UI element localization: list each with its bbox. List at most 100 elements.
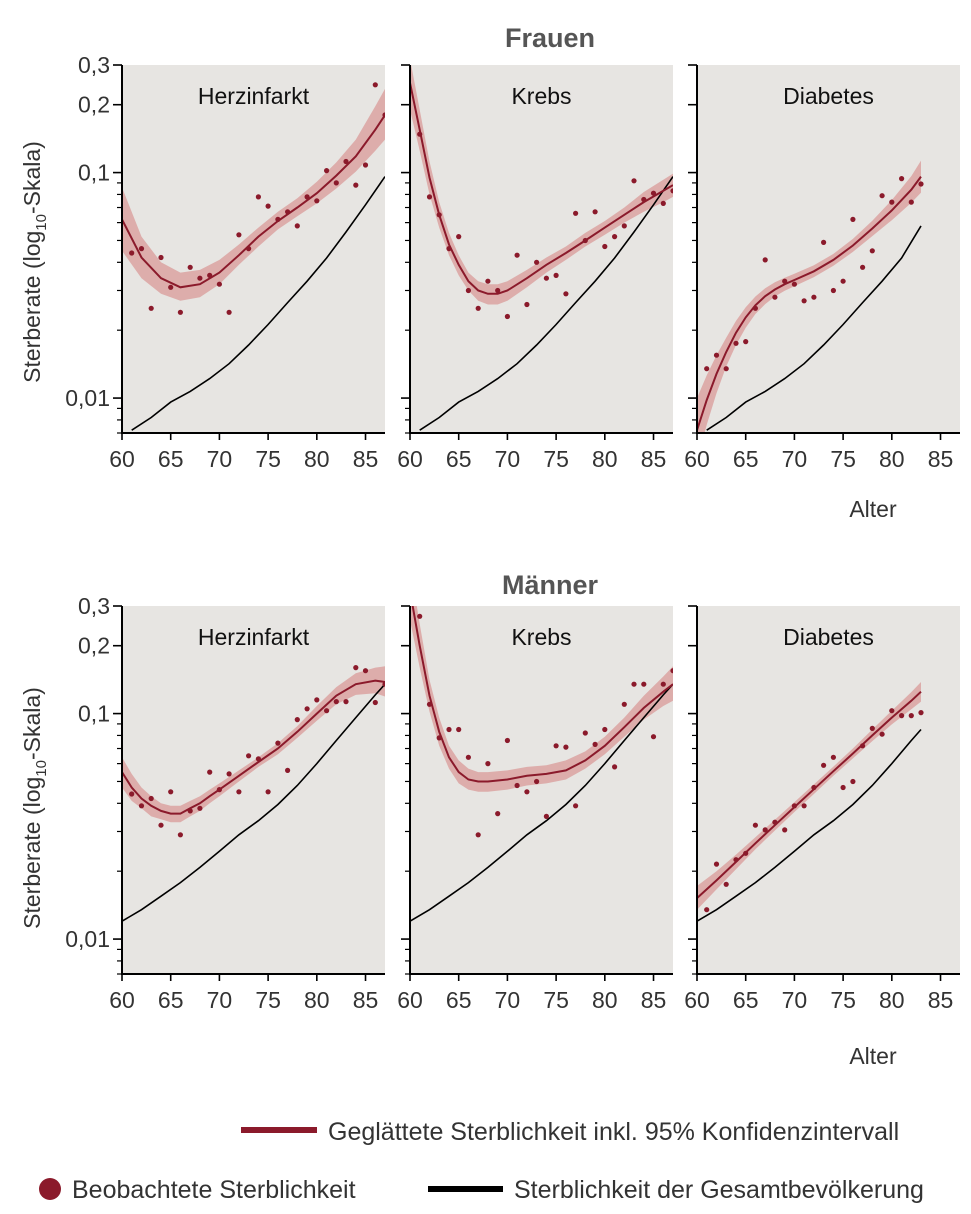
observed-point xyxy=(294,223,300,229)
x-axis-label-frauen: Alter xyxy=(849,496,897,522)
y-tick-label: 0,2 xyxy=(78,92,110,118)
observed-point xyxy=(216,787,222,793)
observed-point xyxy=(723,366,729,372)
observed-point xyxy=(275,740,281,746)
x-tick-label: 85 xyxy=(928,987,954,1013)
panel-frauen-krebs: 60 65 70 75 80 85 Krebs xyxy=(397,64,673,472)
observed-point xyxy=(129,250,135,256)
observed-point xyxy=(621,701,627,707)
observed-point xyxy=(918,710,924,716)
panel-background xyxy=(697,606,960,974)
observed-point xyxy=(553,272,559,278)
panel-frauen-diabetes: 60 65 70 75 80 85 Diabetes xyxy=(684,64,960,472)
observed-point xyxy=(236,789,242,795)
observed-point xyxy=(495,287,501,294)
observed-point xyxy=(713,861,720,867)
y-tick-label: 0,01 xyxy=(65,385,110,411)
x-tick-label: 70 xyxy=(782,446,808,472)
observed-point xyxy=(158,822,164,828)
plot-area xyxy=(697,160,924,433)
observed-point xyxy=(226,771,232,777)
observed-point xyxy=(631,178,637,184)
x-tick-label: 60 xyxy=(684,987,710,1013)
observed-point xyxy=(417,131,423,137)
y-axis-label-frauen: Sterberate (log10-Skala) xyxy=(19,141,50,383)
observed-point xyxy=(285,767,291,774)
x-tick-label: 85 xyxy=(353,987,379,1013)
plot-area xyxy=(410,65,673,431)
observed-point xyxy=(660,681,666,687)
panel-title: Herzinfarkt xyxy=(198,83,310,109)
observed-point xyxy=(733,857,739,863)
observed-point xyxy=(138,803,145,809)
x-tick-label: 60 xyxy=(109,987,135,1013)
observed-point xyxy=(602,243,608,250)
observed-point xyxy=(918,181,924,187)
observed-point xyxy=(177,309,183,315)
smoothed-line xyxy=(410,82,673,295)
population-line xyxy=(410,683,673,922)
observed-point xyxy=(743,850,749,856)
observed-point xyxy=(504,737,510,744)
x-tick-label: 80 xyxy=(592,987,618,1013)
observed-point xyxy=(534,259,540,265)
population-line xyxy=(419,176,673,431)
legend-population-label: Sterblichkeit der Gesamtbevölkerung xyxy=(514,1176,924,1204)
observed-point xyxy=(236,232,242,238)
observed-point xyxy=(782,278,788,284)
x-tick-label: 75 xyxy=(543,987,569,1013)
observed-point xyxy=(811,784,817,791)
observed-point xyxy=(436,735,442,741)
legend-smoothed-label: Geglättete Sterblichkeit inkl. 95% Konfi… xyxy=(328,1118,899,1146)
observed-point xyxy=(543,813,550,820)
observed-point xyxy=(514,252,520,258)
plot-area xyxy=(122,82,385,431)
confidence-band xyxy=(697,682,921,910)
observed-point xyxy=(514,782,520,789)
legend-observed-label: Beobachtete Sterblichkeit xyxy=(72,1176,356,1204)
panel-background xyxy=(122,606,385,974)
observed-point xyxy=(177,832,183,838)
observed-point xyxy=(670,188,673,194)
observed-point xyxy=(801,803,807,809)
observed-point xyxy=(582,730,588,736)
observed-point xyxy=(485,761,491,767)
observed-point xyxy=(641,196,647,203)
panel-title: Krebs xyxy=(511,624,571,650)
observed-point xyxy=(830,754,837,760)
observed-point xyxy=(772,294,778,300)
x-tick-label: 65 xyxy=(733,446,759,472)
observed-point xyxy=(504,313,510,320)
observed-point xyxy=(723,881,729,887)
observed-point xyxy=(908,199,914,205)
observed-point xyxy=(743,339,749,345)
observed-point xyxy=(168,789,174,795)
observed-point xyxy=(426,701,433,707)
observed-point xyxy=(382,681,385,687)
observed-point xyxy=(573,803,579,809)
x-tick-label: 65 xyxy=(733,987,759,1013)
population-line xyxy=(697,728,922,922)
observed-point xyxy=(660,200,666,206)
observed-point xyxy=(187,808,193,814)
observed-point xyxy=(158,254,164,261)
observed-point xyxy=(563,744,569,750)
observed-point xyxy=(343,699,349,705)
observed-point xyxy=(621,223,627,229)
observed-point xyxy=(592,741,598,748)
observed-point xyxy=(840,784,846,791)
observed-point xyxy=(889,708,895,714)
observed-point xyxy=(889,199,895,205)
observed-point xyxy=(582,237,588,244)
x-tick-label: 85 xyxy=(641,446,667,472)
x-tick-label: 85 xyxy=(928,446,954,472)
observed-point xyxy=(207,272,213,278)
observed-point xyxy=(138,246,145,252)
panel-maenner-krebs: 60 65 70 75 80 85 Krebs xyxy=(397,605,673,1013)
confidence-band xyxy=(122,666,385,823)
confidence-band xyxy=(410,606,673,792)
observed-point xyxy=(650,190,657,196)
observed-point xyxy=(426,194,433,200)
panel-title: Krebs xyxy=(511,83,571,109)
panel-title: Herzinfarkt xyxy=(198,624,310,650)
